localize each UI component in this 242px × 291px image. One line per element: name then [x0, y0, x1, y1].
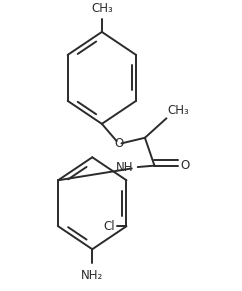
Text: NH₂: NH₂	[81, 269, 103, 282]
Text: O: O	[181, 159, 190, 172]
Text: CH₃: CH₃	[168, 104, 189, 117]
Text: CH₃: CH₃	[91, 2, 113, 15]
Text: Cl: Cl	[103, 220, 114, 233]
Text: NH: NH	[115, 161, 133, 173]
Text: O: O	[114, 137, 123, 150]
